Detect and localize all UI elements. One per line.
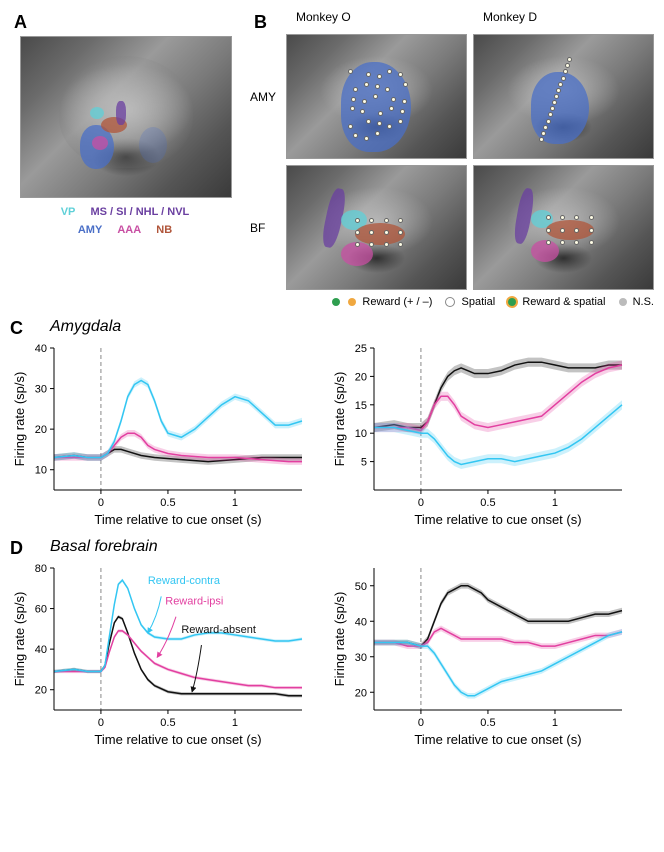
panel-a-legend: VP MS / SI / NHL / NVL AMY AAA NB bbox=[10, 204, 240, 239]
svg-text:40: 40 bbox=[355, 616, 367, 628]
svg-text:20: 20 bbox=[355, 687, 367, 699]
legend-a-ms: MS / SI / NHL / NVL bbox=[90, 206, 189, 218]
svg-text:40: 40 bbox=[35, 644, 47, 656]
svg-text:1: 1 bbox=[232, 497, 238, 509]
legend-b-reward: Reward (+ / –) bbox=[362, 296, 432, 308]
legend-b-ns-icon bbox=[619, 298, 627, 306]
panel-d-label: D bbox=[10, 538, 23, 559]
panel-b-col1: Monkey O bbox=[286, 10, 467, 28]
figure: A VP MS / SI / NHL / NVL AMY AAA NB bbox=[10, 10, 654, 750]
svg-text:80: 80 bbox=[35, 563, 47, 575]
legend-a-vp: VP bbox=[61, 206, 76, 218]
legend-b-reward-pos-icon bbox=[332, 298, 340, 306]
svg-text:50: 50 bbox=[355, 581, 367, 593]
panel-b-label: B bbox=[254, 12, 267, 33]
svg-text:15: 15 bbox=[355, 400, 367, 412]
panel-b-amy-d bbox=[473, 34, 654, 159]
chart-d-right: 20 30 40 50 0 0.5 1 Time relative to cue onset … bbox=[330, 560, 630, 750]
panel-c-label: C bbox=[10, 318, 23, 339]
legend-b-both: Reward & spatial bbox=[522, 296, 605, 308]
svg-text:1: 1 bbox=[552, 497, 558, 509]
top-row: A VP MS / SI / NHL / NVL AMY AAA NB bbox=[10, 10, 654, 308]
svg-text:30: 30 bbox=[35, 384, 47, 396]
svg-text:20: 20 bbox=[355, 371, 367, 383]
svg-text:0: 0 bbox=[98, 717, 104, 729]
panel-d-title: Basal forebrain bbox=[50, 538, 654, 556]
svg-text:10: 10 bbox=[355, 428, 367, 440]
panel-c: C Amygdala 1020304000.51Time relative to… bbox=[10, 318, 654, 530]
x-axis-label: Time relative to cue onset (s) bbox=[94, 732, 261, 747]
chart-d-left: 20 40 60 80 0 0.5 1 Time relative to cue onset … bbox=[10, 560, 310, 750]
panel-b-bf-d bbox=[473, 165, 654, 290]
panel-d: D Basal forebrain 20 40 60 80 0 0.5 1 Time rela… bbox=[10, 538, 654, 750]
y-axis-label: Firing rate (sp/s) bbox=[332, 372, 347, 467]
svg-text:0: 0 bbox=[98, 497, 104, 509]
panel-b-bf-o bbox=[286, 165, 467, 290]
panel-a-mri bbox=[20, 36, 232, 198]
svg-text:0: 0 bbox=[418, 717, 424, 729]
y-axis-label: Firing rate (sp/s) bbox=[12, 592, 27, 687]
svg-text:20: 20 bbox=[35, 685, 47, 697]
svg-text:40: 40 bbox=[35, 343, 47, 355]
callout-ipsi: Reward-ipsi bbox=[165, 596, 223, 608]
panel-b-amy-o bbox=[286, 34, 467, 159]
panel-c-title: Amygdala bbox=[50, 318, 654, 336]
x-axis-label: Time relative to cue onset (s) bbox=[414, 512, 581, 527]
svg-text:1: 1 bbox=[232, 717, 238, 729]
legend-b-both-icon bbox=[508, 298, 516, 306]
svg-text:25: 25 bbox=[355, 343, 367, 355]
svg-text:1: 1 bbox=[552, 717, 558, 729]
legend-b-spatial-icon bbox=[445, 297, 455, 307]
legend-b-spatial: Spatial bbox=[462, 296, 496, 308]
panel-b: B Monkey O Monkey D AMY BF bbox=[250, 10, 654, 308]
chart-c-right: 5 10 15 20 25 0 0.5 1 Time relative to cue onset… bbox=[330, 340, 630, 530]
legend-b-reward-neg-icon bbox=[348, 298, 356, 306]
svg-text:0: 0 bbox=[418, 497, 424, 509]
legend-b-ns: N.S. bbox=[633, 296, 654, 308]
panel-b-legend: Reward (+ / –) Spatial Reward & spatial … bbox=[250, 296, 654, 308]
legend-a-aaa: AAA bbox=[117, 224, 141, 236]
panel-a: A VP MS / SI / NHL / NVL AMY AAA NB bbox=[10, 10, 240, 308]
svg-text:0.5: 0.5 bbox=[480, 717, 495, 729]
panel-b-row2: BF bbox=[250, 221, 280, 235]
x-axis-label: Time relative to cue onset (s) bbox=[414, 732, 581, 747]
svg-text:0.5: 0.5 bbox=[480, 497, 495, 509]
legend-a-amy: AMY bbox=[78, 224, 102, 236]
svg-text:10: 10 bbox=[35, 465, 47, 477]
panel-a-label: A bbox=[14, 12, 27, 33]
svg-text:30: 30 bbox=[355, 652, 367, 664]
svg-text:5: 5 bbox=[361, 457, 367, 469]
chart-c-left: 10 20 30 40 0 0.5 1 Time relative to cue onset … bbox=[10, 340, 310, 530]
svg-text:0.5: 0.5 bbox=[160, 497, 175, 509]
region-ms bbox=[116, 101, 126, 125]
legend-a-nb: NB bbox=[156, 224, 172, 236]
x-axis-label: Time relative to cue onset (s) bbox=[94, 512, 261, 527]
panel-b-col2: Monkey D bbox=[473, 10, 654, 28]
y-axis-label: Firing rate (sp/s) bbox=[332, 592, 347, 687]
svg-text:60: 60 bbox=[35, 604, 47, 616]
svg-text:0.5: 0.5 bbox=[160, 717, 175, 729]
y-axis-label: Firing rate (sp/s) bbox=[12, 372, 27, 467]
panel-b-row1: AMY bbox=[250, 90, 280, 104]
callout-contra: Reward-contra bbox=[148, 575, 221, 587]
callout-absent: Reward-absent bbox=[181, 624, 256, 636]
svg-text:20: 20 bbox=[35, 424, 47, 436]
